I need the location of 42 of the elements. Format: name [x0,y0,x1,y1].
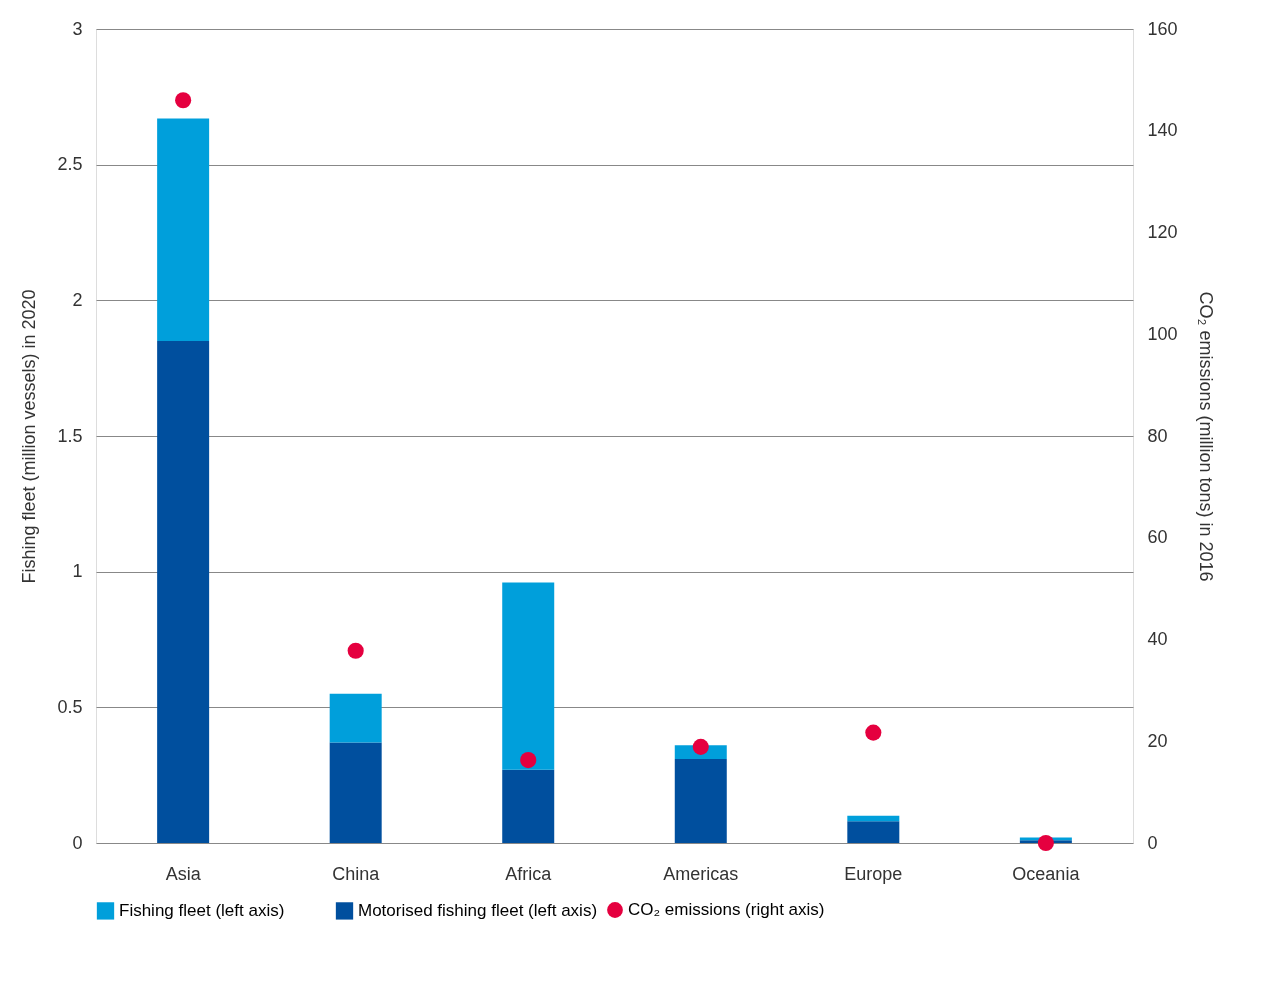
point [347,642,364,659]
y2-tick-label: 120 [1147,222,1178,242]
point [175,92,192,109]
bar [502,769,555,843]
y2-tick-label: 160 [1147,18,1178,39]
x-tick-label: Asia [165,863,202,884]
point [865,724,882,741]
y2-tick-label: 40 [1147,629,1168,649]
y-tick-label: 0 [72,832,83,853]
legend-label: CO₂ emissions (right axis) [628,900,825,919]
bar [157,118,210,342]
legend-label: Motorised fishing fleet (left axis) [358,900,598,920]
x-tick-label: Africa [505,863,553,884]
y2-axis-title: CO₂ emissions (million tons) in 2016 [1195,291,1216,582]
point [520,752,537,769]
y-tick-label: 1.5 [57,425,83,446]
y2-tick-label: 140 [1147,120,1178,141]
x-tick-label: Americas [663,863,739,884]
y-tick-label: 0.5 [57,696,83,717]
y2-tick-label: 100 [1147,323,1178,344]
x-tick-label: China [332,863,381,884]
y2-tick-label: 0 [1147,832,1158,853]
bar [674,758,727,843]
y2-tick-label: 20 [1147,730,1168,751]
bar [502,582,555,770]
bar [329,742,382,843]
y-tick-label: 2 [72,289,83,310]
x-tick-label: Europe [844,863,903,884]
x-tick-label: Oceania [1012,863,1081,884]
bar [157,341,210,843]
y2-tick-label: 60 [1147,527,1168,548]
y-tick-label: 1 [72,561,83,582]
y-tick-label: 3 [72,18,83,39]
legend-label: Fishing fleet (left axis) [119,900,285,920]
point [1037,834,1054,852]
point [692,738,709,755]
bar [847,815,900,822]
y2-tick-label: 80 [1147,425,1168,446]
y-axis-title: Fishing fleet (million vessels) in 2020 [19,289,40,584]
bar [329,693,382,743]
bar [847,821,900,843]
y-tick-label: 2.5 [57,154,83,175]
